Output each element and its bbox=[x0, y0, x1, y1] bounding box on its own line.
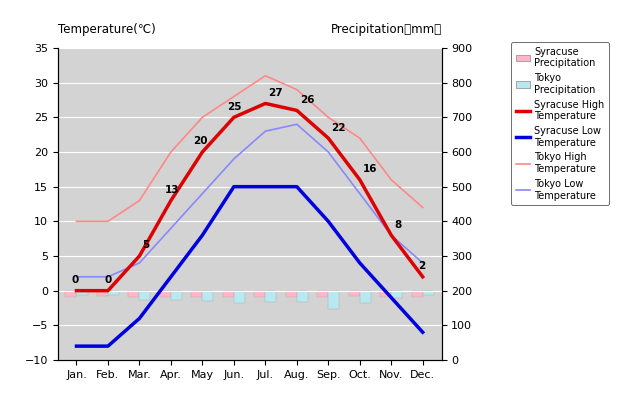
Bar bbox=[140, 291, 150, 300]
Legend: Syracuse
Precipitation, Tokyo
Precipitation, Syracuse High
Temperature, Syracuse: Syracuse Precipitation, Tokyo Precipitat… bbox=[511, 42, 609, 205]
Bar bbox=[317, 291, 328, 297]
Text: 0: 0 bbox=[105, 275, 112, 285]
Text: 13: 13 bbox=[164, 185, 179, 195]
Bar bbox=[65, 291, 77, 297]
Bar bbox=[223, 291, 234, 297]
Bar bbox=[254, 291, 266, 297]
Bar bbox=[77, 291, 88, 295]
Text: 26: 26 bbox=[300, 95, 314, 105]
Text: Precipitation（mm）: Precipitation（mm） bbox=[330, 22, 442, 36]
Bar bbox=[160, 291, 171, 297]
Bar bbox=[171, 291, 182, 300]
Text: 2: 2 bbox=[418, 261, 425, 271]
Bar bbox=[202, 291, 213, 301]
Bar bbox=[286, 291, 297, 297]
Bar bbox=[349, 291, 360, 296]
Text: 25: 25 bbox=[228, 102, 242, 112]
Text: 0: 0 bbox=[72, 275, 79, 285]
Bar bbox=[129, 291, 140, 297]
Bar bbox=[412, 291, 422, 297]
Bar bbox=[422, 291, 434, 294]
Text: 27: 27 bbox=[269, 88, 283, 98]
Bar bbox=[191, 291, 202, 297]
Bar bbox=[266, 291, 276, 302]
Bar bbox=[360, 291, 371, 303]
Text: Temperature(℃): Temperature(℃) bbox=[58, 22, 156, 36]
Text: 8: 8 bbox=[394, 220, 402, 230]
Bar bbox=[108, 291, 119, 295]
Bar bbox=[328, 291, 339, 309]
Bar bbox=[97, 291, 108, 296]
Text: 20: 20 bbox=[193, 136, 207, 146]
Bar bbox=[234, 291, 245, 303]
Bar bbox=[391, 291, 403, 298]
Bar bbox=[380, 291, 391, 297]
Bar bbox=[297, 291, 308, 302]
Text: 22: 22 bbox=[332, 122, 346, 132]
Text: 16: 16 bbox=[363, 164, 378, 174]
Text: 5: 5 bbox=[143, 240, 150, 250]
